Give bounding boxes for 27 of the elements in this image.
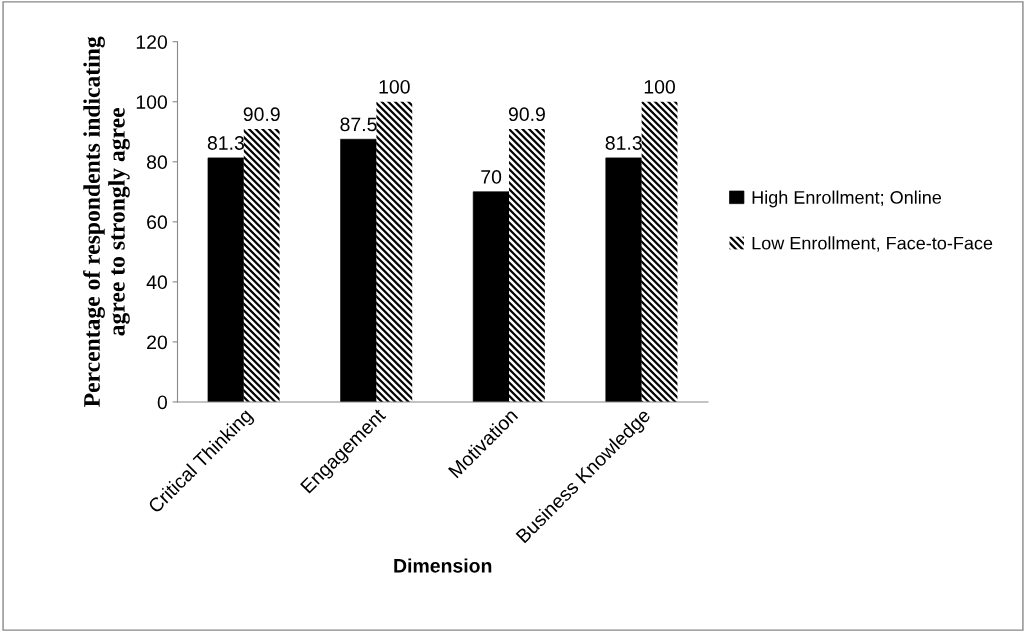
y-tick-label: 120 bbox=[136, 35, 168, 49]
data-label: 90.9 bbox=[243, 107, 280, 122]
bar bbox=[472, 191, 510, 402]
data-label: 70 bbox=[481, 170, 502, 184]
y-tick-label: 40 bbox=[146, 275, 168, 290]
data-label: 90.9 bbox=[508, 107, 545, 122]
data-label: 100 bbox=[379, 79, 410, 94]
data-label: 100 bbox=[644, 79, 675, 94]
y-tick-label: 60 bbox=[147, 215, 168, 230]
bar bbox=[641, 101, 678, 402]
bar bbox=[509, 129, 545, 402]
legend-label: High Enrollment; Online bbox=[752, 190, 942, 208]
data-label: 81.3 bbox=[605, 136, 642, 150]
bar bbox=[376, 101, 413, 402]
bar bbox=[605, 157, 642, 402]
bar bbox=[340, 138, 377, 402]
y-axis-title: Percentage of respondents indicating agree to strongly agree bbox=[83, 36, 130, 407]
y-tick-label: 20 bbox=[147, 335, 168, 350]
y-tick-label: 80 bbox=[146, 155, 168, 170]
bar bbox=[207, 157, 245, 402]
y-tick-label: 0 bbox=[157, 395, 168, 410]
legend-label: Low Enrollment, Face-to-Face bbox=[752, 236, 993, 252]
x-axis-title: Dimension bbox=[394, 558, 492, 573]
data-label: 81.3 bbox=[207, 136, 244, 150]
y-tick-label: 100 bbox=[136, 95, 168, 109]
data-label: 87.5 bbox=[340, 117, 377, 132]
bar bbox=[243, 129, 280, 402]
